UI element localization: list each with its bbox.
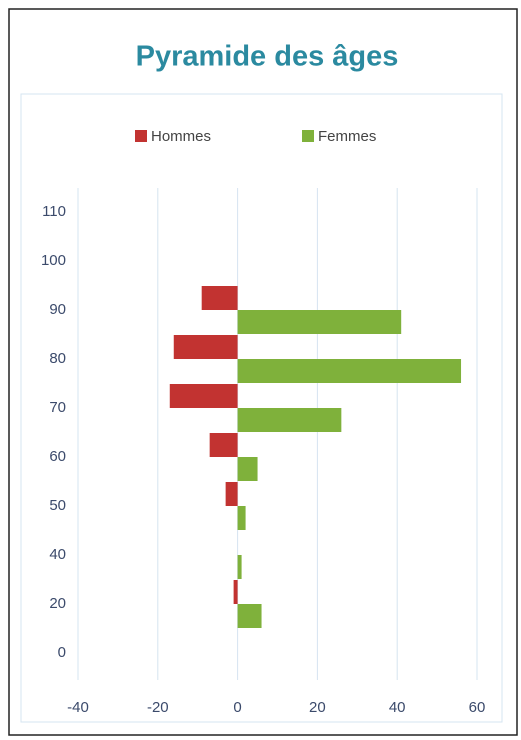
x-tick-label: 60 <box>469 699 486 716</box>
bar <box>237 506 246 530</box>
bar <box>233 580 238 604</box>
x-tick-label: -20 <box>147 699 169 716</box>
legend-label: Hommes <box>151 128 211 145</box>
plot-frame <box>20 93 503 723</box>
bar <box>209 433 238 457</box>
y-tick-label: 40 <box>49 546 66 563</box>
bar <box>237 310 402 334</box>
y-tick-label: 80 <box>49 350 66 367</box>
y-tick-label: 70 <box>49 399 66 416</box>
legend-swatch <box>302 130 314 142</box>
frame <box>8 8 518 736</box>
y-tick-label: 0 <box>58 644 66 661</box>
bar <box>173 335 238 359</box>
legend-swatch <box>135 130 147 142</box>
x-tick-label: 40 <box>389 699 406 716</box>
chart-title: Pyramide des âges <box>136 41 399 73</box>
x-tick-label: -40 <box>67 699 89 716</box>
bar <box>237 408 342 432</box>
bar <box>237 359 462 383</box>
y-tick-label: 90 <box>49 301 66 318</box>
y-tick-label: 100 <box>41 252 66 269</box>
bar <box>237 555 242 579</box>
y-tick-label: 20 <box>49 595 66 612</box>
bar <box>225 482 238 506</box>
bar <box>201 286 238 310</box>
bar <box>169 384 238 408</box>
x-tick-label: 0 <box>233 699 241 716</box>
bar <box>237 457 258 481</box>
y-tick-label: 50 <box>49 497 66 514</box>
y-tick-label: 110 <box>42 203 66 220</box>
y-tick-label: 60 <box>49 448 66 465</box>
legend-label: Femmes <box>318 128 376 145</box>
x-tick-label: 20 <box>309 699 326 716</box>
bar <box>237 604 262 628</box>
